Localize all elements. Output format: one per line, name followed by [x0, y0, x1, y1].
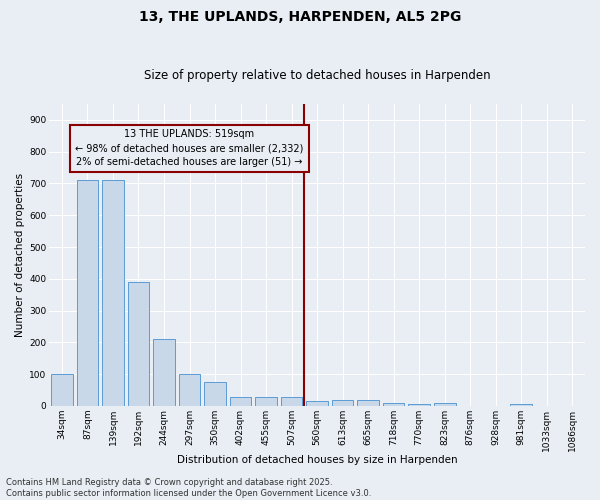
Y-axis label: Number of detached properties: Number of detached properties	[15, 173, 25, 337]
Bar	[51, 374, 73, 406]
Bar	[179, 374, 200, 406]
Text: 13 THE UPLANDS: 519sqm
← 98% of detached houses are smaller (2,332)
2% of semi-d: 13 THE UPLANDS: 519sqm ← 98% of detached…	[76, 130, 304, 168]
Bar	[306, 401, 328, 406]
Bar	[128, 282, 149, 406]
Bar	[332, 400, 353, 406]
Bar	[409, 404, 430, 406]
Title: Size of property relative to detached houses in Harpenden: Size of property relative to detached ho…	[144, 69, 490, 82]
Bar	[153, 339, 175, 406]
Bar	[230, 397, 251, 406]
Bar	[77, 180, 98, 406]
Text: Contains HM Land Registry data © Crown copyright and database right 2025.
Contai: Contains HM Land Registry data © Crown c…	[6, 478, 371, 498]
Bar	[511, 404, 532, 406]
Bar	[434, 404, 455, 406]
Bar	[255, 397, 277, 406]
Bar	[357, 400, 379, 406]
X-axis label: Distribution of detached houses by size in Harpenden: Distribution of detached houses by size …	[177, 455, 457, 465]
Bar	[383, 404, 404, 406]
Bar	[281, 397, 302, 406]
Bar	[204, 382, 226, 406]
Bar	[102, 180, 124, 406]
Text: 13, THE UPLANDS, HARPENDEN, AL5 2PG: 13, THE UPLANDS, HARPENDEN, AL5 2PG	[139, 10, 461, 24]
